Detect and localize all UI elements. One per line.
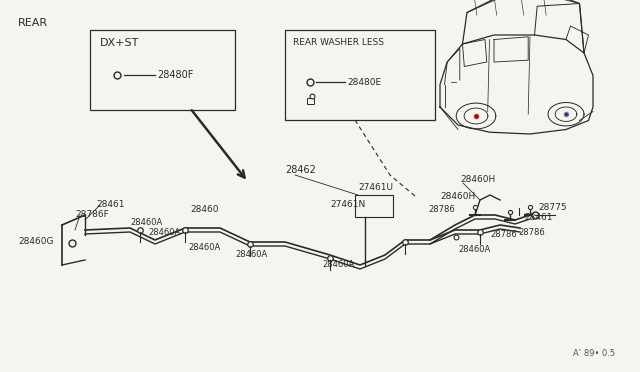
Text: 28460A: 28460A (130, 218, 163, 227)
Text: 28460H: 28460H (460, 175, 495, 184)
Text: REAR WASHER LESS: REAR WASHER LESS (293, 38, 384, 47)
Text: 28775: 28775 (538, 203, 566, 212)
Text: 28461: 28461 (96, 200, 125, 209)
Text: 28480E: 28480E (347, 77, 381, 87)
Bar (355, 195, 393, 217)
Text: 28786: 28786 (518, 228, 545, 237)
Text: 28460A: 28460A (235, 250, 268, 259)
Text: 28460: 28460 (190, 205, 218, 214)
Text: 28460H: 28460H (440, 192, 476, 201)
Text: 28786F: 28786F (75, 210, 109, 219)
Bar (285, 30, 435, 120)
Bar (90, 30, 235, 110)
Text: 27461U: 27461U (358, 183, 393, 192)
Text: 28460A: 28460A (322, 260, 355, 269)
Text: 28460A: 28460A (188, 243, 220, 252)
Text: 28786: 28786 (428, 205, 455, 214)
FancyBboxPatch shape (307, 99, 314, 105)
Text: 28786: 28786 (490, 230, 516, 239)
Text: 28460A: 28460A (148, 228, 180, 237)
Text: REAR: REAR (18, 18, 48, 28)
Text: 28460G: 28460G (18, 237, 54, 246)
Text: A’ 89• 0.5: A’ 89• 0.5 (573, 349, 615, 358)
Text: 27461N: 27461N (330, 200, 365, 209)
Text: DX+ST: DX+ST (100, 38, 140, 48)
Text: 28460A: 28460A (458, 245, 490, 254)
Text: 28461: 28461 (524, 213, 552, 222)
Text: 28462: 28462 (285, 165, 316, 175)
Text: 28480F: 28480F (157, 70, 193, 80)
